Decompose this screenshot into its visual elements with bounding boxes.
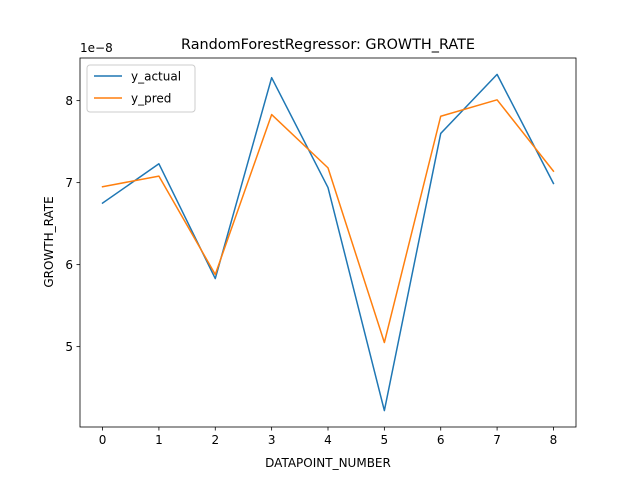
x-tick-label: 7 [493, 433, 501, 447]
x-tick-label: 4 [324, 433, 332, 447]
legend-label: y_pred [131, 91, 171, 105]
series-line-y-actual [101, 73, 555, 412]
x-axis-label: DATAPOINT_NUMBER [265, 456, 391, 470]
x-tick-label: 2 [211, 433, 219, 447]
x-tick-label: 3 [268, 433, 276, 447]
x-tick-label: 1 [155, 433, 163, 447]
legend: y_actual y_pred [86, 64, 196, 113]
y-axis-label: GROWTH_RATE [42, 196, 56, 287]
y-tick-label: 6 [65, 258, 73, 272]
legend-label: y_actual [131, 69, 181, 83]
y-tick-label: 8 [65, 94, 73, 108]
x-tick-label: 6 [437, 433, 445, 447]
x-tick-label: 8 [550, 433, 558, 447]
series-lines [101, 73, 555, 412]
chart-title: RandomForestRegressor: GROWTH_RATE [181, 37, 475, 53]
x-tick-label: 0 [99, 433, 107, 447]
plot-area-frame [79, 57, 577, 428]
x-tick-label: 5 [381, 433, 389, 447]
x-axis-ticks: 0 1 2 3 4 5 6 7 8 [99, 427, 558, 447]
y-tick-label: 5 [65, 340, 73, 354]
y-axis-ticks: 5 6 7 8 [65, 94, 80, 354]
series-line-y-pred [101, 99, 555, 344]
y-axis-offset-label: 1e−8 [80, 41, 113, 55]
y-tick-label: 7 [65, 176, 73, 190]
